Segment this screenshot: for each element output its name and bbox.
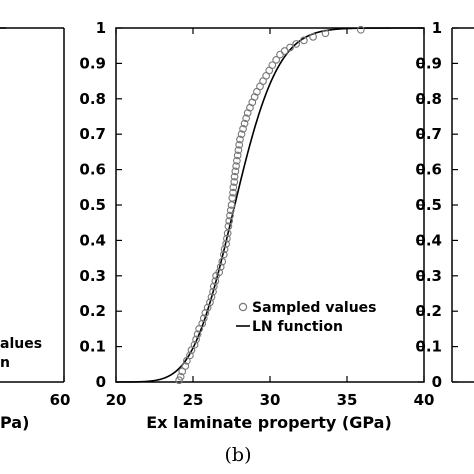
sampled-value-point <box>235 140 244 149</box>
y-tick-label: 1 <box>96 19 106 37</box>
sampled-value-point <box>209 287 217 296</box>
sampled-value-point <box>227 201 236 209</box>
sampled-value-point <box>175 376 183 385</box>
sampled-value-point <box>292 40 301 48</box>
right-panel-y-axis: 1 0.9 0.8 0.7 0.6 0.5 0.4 0.3 0.2 0.1 0 <box>415 19 458 391</box>
sampled-value-point <box>236 135 244 144</box>
y-tick-label: 0 <box>96 373 106 391</box>
right-panel-y-tick-label: 1 <box>432 19 442 37</box>
sampled-value-point <box>224 222 233 231</box>
sampled-value-point <box>222 240 230 248</box>
sampled-value-point <box>300 36 308 45</box>
sampled-value-point <box>229 188 237 197</box>
right-panel-y-tick-label: 0.4 <box>415 231 442 249</box>
sampled-value-point <box>233 156 241 165</box>
sampled-value-point <box>309 32 317 41</box>
sampled-value-point <box>209 282 218 291</box>
sampled-value-point <box>231 167 240 176</box>
sampled-value-point <box>357 25 365 34</box>
x-tick-label: 30 <box>260 391 281 409</box>
right-panel-y-tick-label: 0.7 <box>415 125 442 143</box>
sampled-value-point <box>225 217 234 225</box>
sampled-value-point <box>242 114 250 123</box>
y-tick-label: 0.1 <box>79 338 106 356</box>
sampled-value-point <box>230 178 239 186</box>
sampled-value-point <box>230 172 239 181</box>
sampled-value-point <box>268 61 277 70</box>
ln-function-curve <box>116 27 424 383</box>
sampled-value-point <box>223 229 232 238</box>
sampled-value-point <box>211 277 220 285</box>
sampled-value-point <box>220 245 229 254</box>
sampled-value-point <box>321 29 330 38</box>
x-tick-label: 25 <box>183 391 204 409</box>
legend-label-sampled: Sampled values <box>252 300 377 316</box>
sampled-value-point <box>192 335 200 344</box>
sampled-value-point <box>240 119 249 128</box>
sampled-values-points <box>175 25 365 385</box>
sampled-value-point <box>186 351 194 360</box>
y-tick-label: 0.4 <box>79 231 106 249</box>
x-axis: 20 25 30 35 40 <box>106 28 435 409</box>
sampled-value-point <box>215 268 224 277</box>
right-panel-y-tick-label: 0.1 <box>415 338 442 356</box>
sampled-value-point <box>198 319 207 328</box>
right-panel-y-tick-label: 0.2 <box>415 302 442 320</box>
sampled-value-point <box>223 234 231 243</box>
right-panel-y-tick-label: 0.6 <box>415 161 442 179</box>
x-tick-label: 35 <box>337 391 358 409</box>
y-axis: 0 0.1 0.2 0.3 0.4 0.5 0.6 0.7 0.8 0.9 1 <box>79 19 424 391</box>
left-panel: 60 Pa) alues n <box>0 27 71 432</box>
sampled-value-point <box>190 340 199 349</box>
sampled-value-point <box>276 50 284 59</box>
sampled-value-point <box>226 211 234 220</box>
sampled-value-point <box>228 194 237 202</box>
sampled-value-point <box>176 372 185 381</box>
sampled-value-point <box>207 293 216 301</box>
y-tick-label: 0.9 <box>79 54 106 72</box>
x-tick-label: 20 <box>106 391 127 409</box>
sampled-value-point <box>216 263 225 271</box>
y-tick-label: 0.3 <box>79 267 106 285</box>
sampled-value-point <box>239 125 247 133</box>
y-tick-label: 0.7 <box>79 125 106 143</box>
y-tick-label: 0.8 <box>79 90 106 108</box>
x-axis-label: Ex laminate property (GPa) <box>146 413 392 432</box>
sampled-value-point <box>233 151 242 160</box>
right-panel-y-tick-label: 0 <box>432 373 442 391</box>
left-panel-legend-fragment-2: n <box>0 355 10 371</box>
right-panel-y-tick-label: 0.9 <box>415 54 442 72</box>
sampled-value-point <box>280 47 289 55</box>
y-tick-label: 0.6 <box>79 161 106 179</box>
sampled-value-point <box>181 362 190 370</box>
center-panel: 0 0.1 0.2 0.3 0.4 0.5 0.6 0.7 0.8 0.9 1 20 25 30 35 40… <box>79 19 434 432</box>
sampled-value-point <box>234 146 243 154</box>
figure-caption: (b) <box>225 444 252 466</box>
left-panel-legend-fragment-1: alues <box>0 336 42 352</box>
legend-label-line: LN function <box>252 319 343 335</box>
right-panel-y-tick-label: 0.8 <box>415 90 442 108</box>
right-panel-y-tick-label: 0.3 <box>415 267 442 285</box>
legend-marker-sampled <box>238 302 248 312</box>
left-panel-x-tick-label: 60 <box>50 391 71 409</box>
sampled-value-point <box>229 183 238 192</box>
sampled-value-point <box>199 314 208 323</box>
legend: Sampled values LN function <box>236 300 377 335</box>
sampled-value-point <box>206 298 214 307</box>
sampled-value-point <box>226 206 235 215</box>
sampled-value-point <box>272 56 281 64</box>
sampled-value-point <box>237 130 246 139</box>
left-panel-xlabel-fragment: Pa) <box>0 413 29 432</box>
sampled-value-point <box>193 330 202 339</box>
sampled-value-point <box>286 43 294 52</box>
y-tick-label: 0.2 <box>79 302 106 320</box>
sampled-value-point <box>232 162 240 170</box>
sampled-value-point <box>218 257 227 266</box>
sampled-value-point <box>219 250 228 259</box>
y-tick-label: 0.5 <box>79 196 106 214</box>
right-panel-y-tick-label: 0.5 <box>415 196 442 214</box>
x-tick-label: 40 <box>414 391 435 409</box>
right-panel: 1 0.9 0.8 0.7 0.6 0.5 0.4 0.3 0.2 0.1 0 <box>415 19 474 391</box>
